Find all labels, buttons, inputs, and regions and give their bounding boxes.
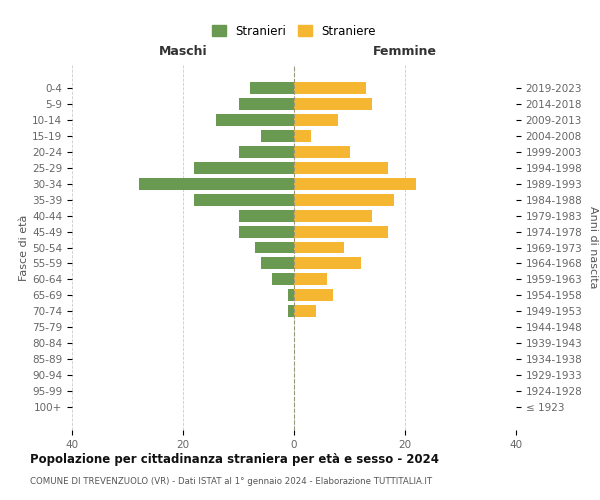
Bar	[294, 146, 349, 158]
Text: Femmine: Femmine	[373, 44, 437, 58]
Text: COMUNE DI TREVENZUOLO (VR) - Dati ISTAT al 1° gennaio 2024 - Elaborazione TUTTIT: COMUNE DI TREVENZUOLO (VR) - Dati ISTAT …	[30, 477, 432, 486]
Bar	[239, 146, 294, 158]
Bar	[194, 194, 294, 205]
Bar	[139, 178, 294, 190]
Bar	[239, 226, 294, 237]
Bar	[272, 274, 294, 285]
Text: Maschi: Maschi	[158, 44, 208, 58]
Bar	[294, 98, 372, 110]
Bar	[294, 178, 416, 190]
Bar	[294, 130, 311, 141]
Bar	[194, 162, 294, 173]
Bar	[216, 114, 294, 126]
Bar	[294, 162, 388, 173]
Bar	[294, 210, 372, 222]
Bar	[294, 274, 328, 285]
Bar	[289, 306, 294, 318]
Bar	[255, 242, 294, 254]
Bar	[260, 258, 294, 270]
Y-axis label: Fasce di età: Fasce di età	[19, 214, 29, 280]
Bar	[289, 290, 294, 302]
Bar	[294, 258, 361, 270]
Y-axis label: Anni di nascita: Anni di nascita	[588, 206, 598, 289]
Bar	[294, 290, 333, 302]
Bar	[250, 82, 294, 94]
Bar	[239, 98, 294, 110]
Bar	[260, 130, 294, 141]
Bar	[294, 306, 316, 318]
Bar	[294, 82, 366, 94]
Bar	[239, 210, 294, 222]
Bar	[294, 114, 338, 126]
Bar	[294, 194, 394, 205]
Bar	[294, 226, 388, 237]
Text: Popolazione per cittadinanza straniera per età e sesso - 2024: Popolazione per cittadinanza straniera p…	[30, 452, 439, 466]
Legend: Stranieri, Straniere: Stranieri, Straniere	[207, 20, 381, 42]
Bar	[294, 242, 344, 254]
